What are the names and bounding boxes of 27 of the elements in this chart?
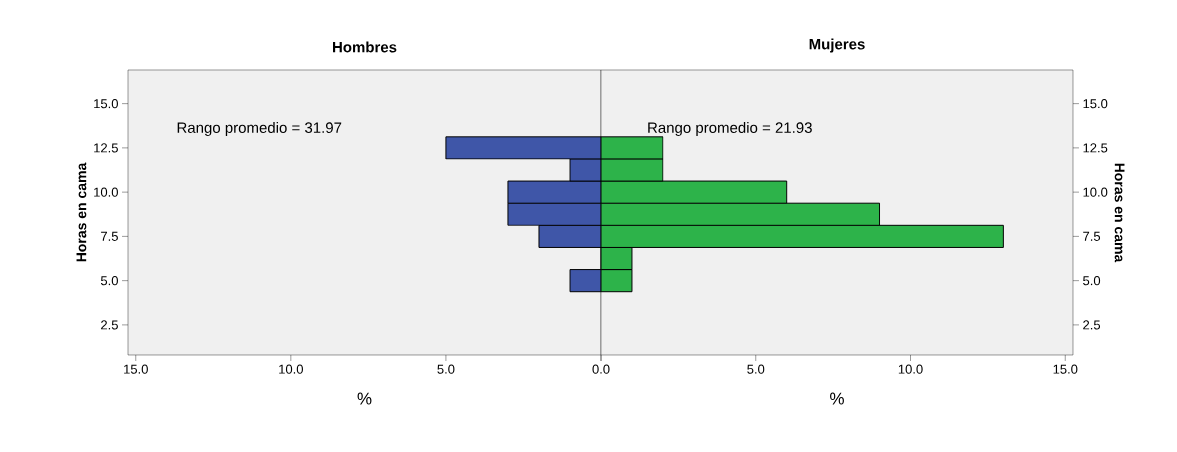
x-tick-label: 10.0	[898, 364, 923, 374]
y-tick-label: 15.0	[94, 99, 118, 109]
annotation: Rango promedio = 21.93	[648, 121, 812, 136]
y-tick-label: 10.0	[94, 187, 118, 197]
chart-title: Hombres	[333, 41, 397, 53]
y-tick-label: 10.0	[1083, 187, 1108, 197]
y-tick-label: 2.5	[1083, 320, 1101, 330]
y-tick-label: 15.0	[1083, 99, 1108, 109]
x-tick-label: 15.0	[124, 364, 148, 374]
y-tick-label: 7.5	[101, 231, 118, 241]
y-tick-label: 7.5	[1083, 231, 1101, 241]
y-tick-label: 2.5	[101, 320, 118, 330]
annotation: Rango promedio = 31.97	[177, 121, 342, 136]
chart-title: Mujeres	[809, 38, 865, 53]
y-tick-label: 12.5	[94, 143, 118, 153]
x-tick-label: 5.0	[437, 364, 455, 374]
x-axis-title: %	[830, 392, 844, 405]
x-tick-label: 10.0	[279, 364, 303, 374]
x-axis-title: %	[357, 392, 372, 405]
x-tick-label: 5.0	[747, 364, 765, 374]
y-tick-label: 12.5	[1083, 143, 1108, 153]
x-tick-label: 15.0	[1053, 364, 1078, 374]
y-tick-label: 5.0	[1083, 276, 1101, 286]
y-axis-title: Horas en cama	[1114, 163, 1125, 263]
x-tick-label: 0.0	[592, 364, 610, 374]
y-tick-label: 5.0	[100, 276, 118, 286]
y-axis-title: Horas en cama	[76, 162, 87, 262]
